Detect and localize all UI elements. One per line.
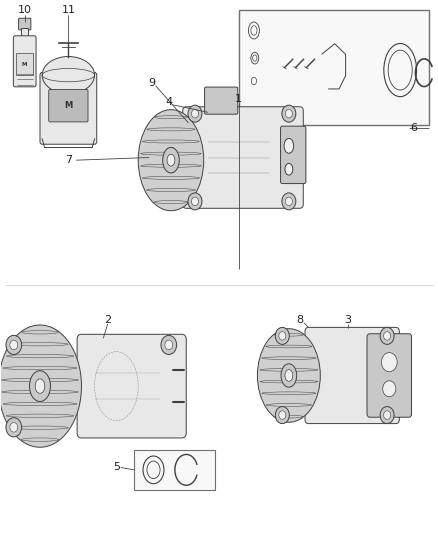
Circle shape <box>286 197 292 206</box>
Circle shape <box>6 418 21 437</box>
Text: 8: 8 <box>296 314 304 325</box>
Circle shape <box>191 109 198 118</box>
Circle shape <box>191 197 198 206</box>
Circle shape <box>381 353 397 372</box>
Text: 6: 6 <box>410 123 417 133</box>
FancyBboxPatch shape <box>367 334 412 417</box>
Text: 7: 7 <box>65 155 72 165</box>
Text: 9: 9 <box>148 78 155 88</box>
Text: 5: 5 <box>113 463 120 472</box>
Circle shape <box>165 340 173 350</box>
Circle shape <box>380 407 394 424</box>
Ellipse shape <box>284 139 293 154</box>
Circle shape <box>384 411 391 419</box>
Ellipse shape <box>258 329 320 422</box>
FancyBboxPatch shape <box>13 36 36 87</box>
Circle shape <box>279 411 286 419</box>
FancyBboxPatch shape <box>183 107 303 208</box>
Circle shape <box>276 327 289 344</box>
FancyBboxPatch shape <box>16 53 33 75</box>
FancyBboxPatch shape <box>18 18 31 30</box>
Ellipse shape <box>162 148 179 173</box>
Ellipse shape <box>285 164 293 175</box>
Ellipse shape <box>35 379 45 393</box>
Bar <box>134 450 215 490</box>
Circle shape <box>279 332 286 340</box>
Circle shape <box>10 423 18 432</box>
Ellipse shape <box>281 364 297 387</box>
Ellipse shape <box>285 369 293 381</box>
Circle shape <box>384 332 391 340</box>
Circle shape <box>188 193 202 210</box>
Circle shape <box>286 109 292 118</box>
Bar <box>21 28 28 38</box>
Circle shape <box>383 381 396 397</box>
Ellipse shape <box>0 325 81 447</box>
Circle shape <box>10 340 18 350</box>
Text: 4: 4 <box>165 96 172 107</box>
FancyBboxPatch shape <box>281 126 306 183</box>
Ellipse shape <box>29 370 50 401</box>
Circle shape <box>282 193 296 210</box>
Text: M: M <box>64 101 73 110</box>
Circle shape <box>276 407 289 424</box>
Text: 3: 3 <box>344 314 351 325</box>
FancyBboxPatch shape <box>205 87 238 114</box>
Ellipse shape <box>138 110 204 211</box>
Bar <box>239 10 428 125</box>
FancyBboxPatch shape <box>305 327 399 424</box>
Text: 10: 10 <box>18 5 32 15</box>
Circle shape <box>6 335 21 354</box>
Circle shape <box>161 335 177 354</box>
Ellipse shape <box>167 155 175 166</box>
Text: 11: 11 <box>61 5 75 15</box>
Ellipse shape <box>42 56 95 94</box>
Circle shape <box>188 105 202 122</box>
Circle shape <box>282 105 296 122</box>
FancyBboxPatch shape <box>49 90 88 122</box>
Text: 2: 2 <box>104 314 111 325</box>
Circle shape <box>380 327 394 344</box>
FancyBboxPatch shape <box>77 334 186 438</box>
Text: 1: 1 <box>235 94 242 104</box>
Text: M: M <box>22 62 28 67</box>
FancyBboxPatch shape <box>40 72 97 144</box>
